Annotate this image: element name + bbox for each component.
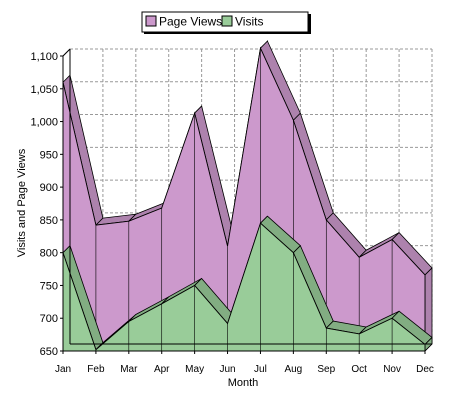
legend-swatch-visits <box>221 15 233 27</box>
y-tick-label: 750 <box>40 280 58 292</box>
x-tick-label: Feb <box>87 364 105 375</box>
area-page-views <box>62 46 426 352</box>
x-tick-label: Jan <box>55 364 71 375</box>
y-tick-label: 800 <box>40 248 58 260</box>
x-tick-label: Aug <box>284 364 302 375</box>
y-tick-label: 700 <box>40 313 58 325</box>
legend-label-visits: Visits <box>235 15 263 29</box>
y-tick-label: 650 <box>40 346 58 358</box>
top-corner-edge <box>62 48 71 57</box>
x-tick-label: Dec <box>416 364 434 375</box>
y-tick-label: 1,100 <box>30 51 58 63</box>
legend-shadow-right <box>308 14 311 34</box>
x-tick-label: Oct <box>351 364 367 375</box>
axes: 650 700 750 800 850 900 950 1,000 1,050 1,100 Jan F… <box>30 48 434 375</box>
y-tick-label: 1,000 <box>30 117 58 129</box>
x-tick-label: Jun <box>219 364 235 375</box>
legend-shadow-bottom <box>144 32 311 34</box>
x-tick-label: Sep <box>317 364 335 375</box>
legend-label-page-views: Page Views <box>159 15 222 29</box>
y-tick-label: 850 <box>40 215 58 227</box>
x-tick-label: May <box>185 364 204 375</box>
x-axis-title: Month <box>228 377 259 389</box>
y-tick-label: 1,050 <box>30 84 58 96</box>
x-tick-label: Nov <box>383 364 401 375</box>
plot-area <box>62 39 433 352</box>
x-tick-label: Apr <box>154 364 170 375</box>
x-tick-label: Mar <box>120 364 138 375</box>
legend: Page Views Visits <box>141 11 311 34</box>
y-tick-label: 950 <box>40 149 58 161</box>
x-tick-label: Jul <box>254 364 267 375</box>
y-axis-title: Visits and Page Views <box>16 148 28 257</box>
y-tick-label: 900 <box>40 182 58 194</box>
legend-swatch-page-views <box>145 15 157 27</box>
